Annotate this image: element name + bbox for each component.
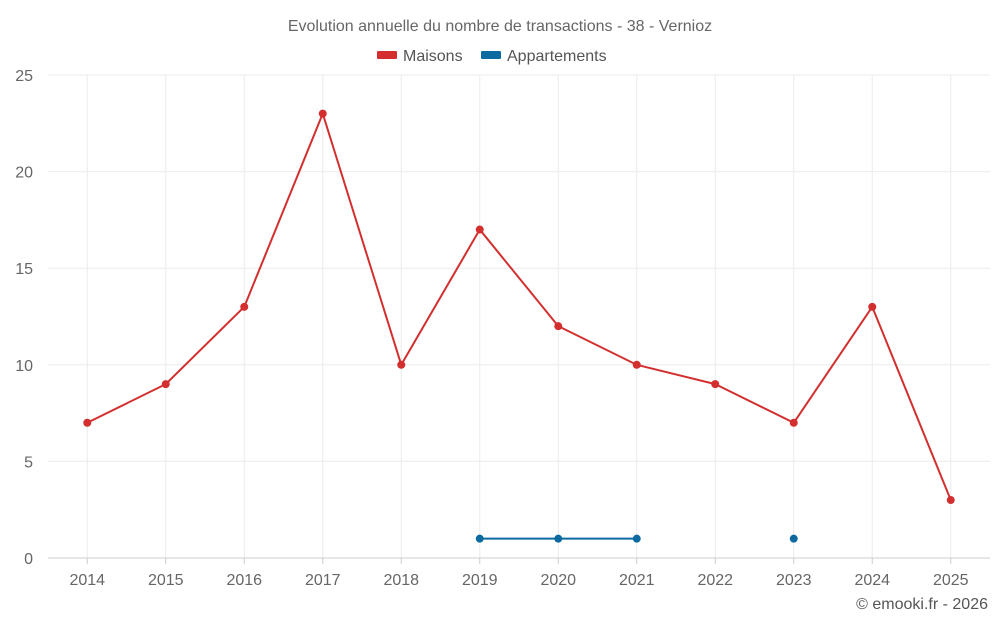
data-point-maisons-2019[interactable]: [475, 225, 484, 234]
legend-label-appartements[interactable]: Appartements: [507, 48, 607, 65]
data-point-maisons-2022[interactable]: [711, 380, 720, 389]
x-tick-label: 2018: [383, 572, 419, 589]
x-tick-label: 2019: [462, 572, 498, 589]
credit-text: © emooki.fr - 2026: [856, 596, 988, 613]
x-tick-label: 2014: [69, 572, 105, 589]
legend: Maisons Appartements: [377, 48, 607, 65]
x-tick-label: 2025: [933, 572, 969, 589]
legend-swatch-maisons[interactable]: [377, 51, 397, 59]
x-tick-label: 2015: [148, 572, 184, 589]
series-appartements: [475, 534, 798, 543]
series-maisons: [83, 109, 955, 505]
data-point-maisons-2017[interactable]: [318, 109, 327, 118]
data-point-maisons-2023[interactable]: [789, 418, 798, 427]
data-point-appartements-2021[interactable]: [632, 534, 641, 543]
gridlines: [48, 74, 990, 558]
data-point-appartements-2023[interactable]: [789, 534, 798, 543]
x-tick-label: 2021: [619, 572, 655, 589]
x-tick-label: 2017: [305, 572, 341, 589]
data-point-maisons-2018[interactable]: [397, 360, 406, 369]
data-point-maisons-2025[interactable]: [946, 496, 955, 505]
x-tick-label: 2022: [697, 572, 733, 589]
x-tick-label: 2016: [226, 572, 262, 589]
legend-label-maisons[interactable]: Maisons: [403, 48, 463, 65]
data-point-appartements-2020[interactable]: [554, 534, 563, 543]
chart-title: Evolution annuelle du nombre de transact…: [288, 18, 712, 35]
data-point-maisons-2015[interactable]: [161, 380, 170, 389]
y-tick-label: 15: [15, 261, 33, 278]
data-point-maisons-2020[interactable]: [554, 322, 563, 331]
y-tick-label: 10: [15, 358, 33, 375]
data-point-maisons-2021[interactable]: [632, 360, 641, 369]
series-layer: [83, 109, 955, 543]
data-point-appartements-2019[interactable]: [475, 534, 484, 543]
x-tick-label: 2020: [540, 572, 576, 589]
legend-swatch-appartements[interactable]: [481, 51, 501, 59]
x-tick-label: 2023: [776, 572, 812, 589]
data-point-maisons-2014[interactable]: [83, 418, 92, 427]
y-tick-label: 5: [24, 454, 33, 471]
series-line-maisons: [86, 112, 952, 501]
y-tick-label: 20: [15, 165, 33, 182]
y-tick-label: 25: [15, 68, 33, 85]
x-tick-label: 2024: [854, 572, 890, 589]
data-point-maisons-2024[interactable]: [868, 302, 877, 311]
y-tick-label: 0: [24, 551, 33, 568]
data-point-maisons-2016[interactable]: [240, 302, 249, 311]
